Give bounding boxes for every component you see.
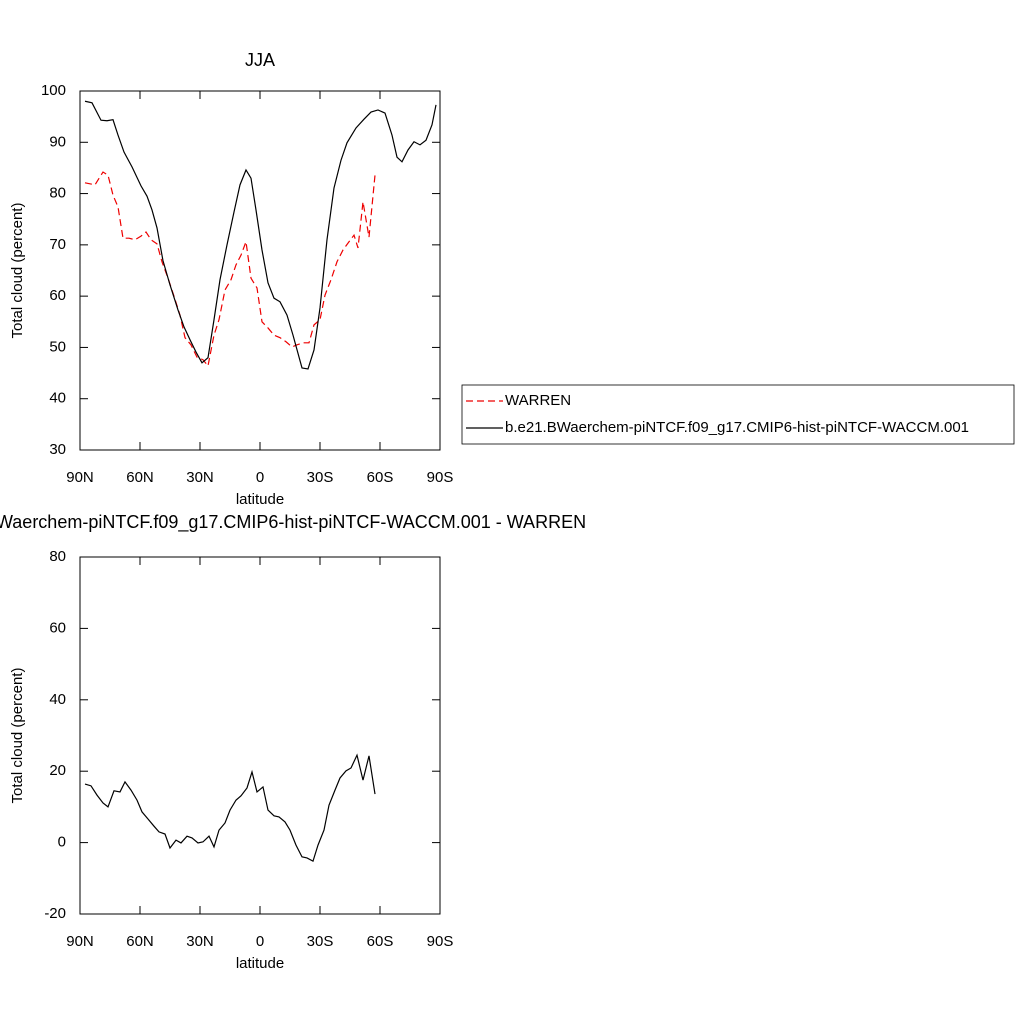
chart-title: JJA (245, 50, 275, 70)
y-tick-label: 100 (41, 82, 66, 99)
chart-title: b.e21.BWaerchem-piNTCF.f09_g17.CMIP6-his… (0, 512, 586, 533)
data-line (84, 171, 376, 368)
x-tick-label: 90S (427, 933, 454, 950)
x-tick-label: 30S (307, 933, 334, 950)
y-tick-label: 20 (49, 762, 66, 779)
x-tick-label: 60N (126, 933, 154, 950)
y-tick-label: 70 (49, 236, 66, 253)
y-tick-label: 0 (58, 834, 66, 851)
x-axis-label: latitude (236, 955, 284, 972)
y-tick-label: 80 (49, 185, 66, 202)
x-tick-label: 90N (66, 933, 94, 950)
data-line (84, 100, 437, 370)
y-tick-label: -20 (44, 905, 66, 922)
x-tick-label: 30N (186, 933, 214, 950)
plot-frame (79, 556, 441, 915)
y-tick-label: 30 (49, 441, 66, 458)
legend-box (461, 384, 1015, 445)
y-tick-label: 40 (49, 390, 66, 407)
y-tick-label: 60 (49, 287, 66, 304)
legend-label: WARREN (505, 392, 571, 409)
y-tick-label: 50 (49, 338, 66, 355)
x-tick-label: 60S (367, 469, 394, 486)
x-tick-label: 60N (126, 469, 154, 486)
y-tick-label: 80 (49, 548, 66, 565)
data-line (84, 753, 376, 863)
x-tick-label: 30N (186, 469, 214, 486)
x-tick-label: 60S (367, 933, 394, 950)
x-tick-label: 0 (256, 469, 264, 486)
x-tick-label: 90N (66, 469, 94, 486)
y-tick-label: 40 (49, 691, 66, 708)
y-axis-label: Total cloud (percent) (9, 668, 26, 804)
x-axis-label: latitude (236, 491, 284, 508)
y-tick-label: 90 (49, 133, 66, 150)
legend-label: b.e21.BWaerchem-piNTCF.f09_g17.CMIP6-his… (505, 419, 969, 436)
y-axis-label: Total cloud (percent) (9, 203, 26, 339)
x-tick-label: 0 (256, 933, 264, 950)
x-tick-label: 90S (427, 469, 454, 486)
y-tick-label: 60 (49, 619, 66, 636)
x-tick-label: 30S (307, 469, 334, 486)
plot-frame (79, 90, 441, 451)
